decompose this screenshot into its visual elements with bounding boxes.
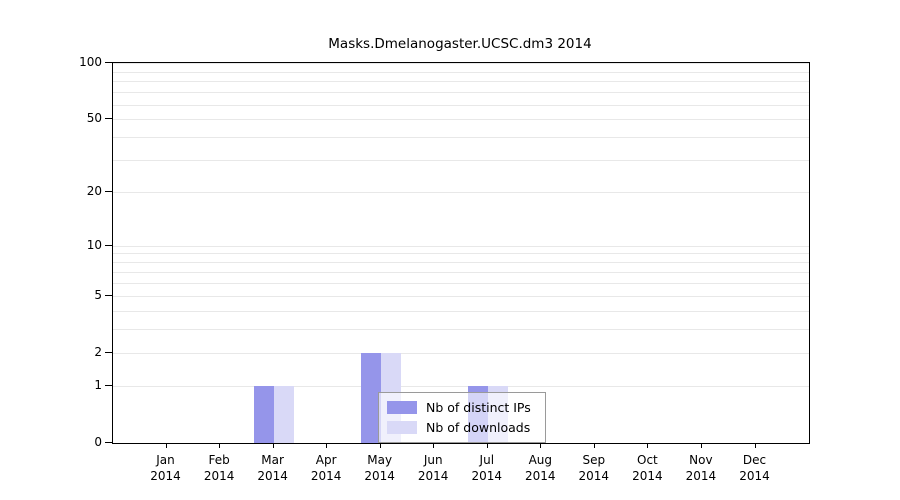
gridline [113,81,809,83]
gridline [113,92,809,93]
x-tick-label: Nov 2014 [669,452,733,484]
x-tick-month: May [367,453,393,467]
x-tick-month: Mar [261,453,284,467]
x-tick-mark [433,443,435,448]
x-tick-month: Apr [315,453,337,467]
y-tick-mark [105,294,112,296]
x-tick-label: Jul 2014 [455,452,519,484]
y-tick-label: 10 [86,237,102,252]
y-tick-label: 5 [94,287,102,302]
gridline [113,310,809,312]
x-tick-label: Jun 2014 [401,452,465,484]
x-tick-label: May 2014 [348,452,412,484]
x-tick-year: 2014 [257,469,288,483]
legend-entry: Nb of distinct IPs [387,400,531,415]
gridline [113,137,809,139]
x-tick-label: Mar 2014 [241,452,305,484]
x-tick-year: 2014 [417,469,449,483]
x-tick-year: 2014 [310,469,342,483]
gridline [113,192,809,194]
x-tick-mark [272,443,274,448]
x-tick-label: Jan 2014 [134,452,198,484]
gridline [113,119,809,121]
downloads-swatch [387,421,417,434]
x-tick-mark [700,443,702,448]
x-tick-mark [165,443,167,448]
y-tick-label: 0 [94,435,102,449]
x-tick-mark [326,443,328,448]
x-tick-label: Feb 2014 [187,452,251,484]
gridline [113,160,809,162]
y-tick-label: 2 [94,344,102,359]
legend: Nb of distinct IPs Nb of downloads [378,392,546,443]
x-tick-year: 2014 [739,469,770,483]
gridline [113,282,809,284]
gridline [113,63,809,64]
x-tick-month: Sep [582,453,606,467]
x-tick-month: Oct [637,453,658,467]
x-tick-month: Dec [742,453,767,467]
gridline [113,295,809,297]
y-tick-mark [105,384,112,386]
legend-label: Nb of downloads [426,420,531,435]
y-tick-mark [105,118,112,120]
y-tick-label: 50 [86,111,102,126]
x-tick-mark [486,443,488,448]
legend-entry: Nb of downloads [387,420,531,435]
x-tick-mark [219,443,221,448]
gridline [113,262,809,264]
bar-distinct-ips [360,352,381,443]
x-tick-mark [754,443,756,448]
y-tick-mark [105,244,112,246]
y-tick-label: 100 [79,55,102,69]
x-tick-mark [647,443,649,448]
x-tick-label: Oct 2014 [615,452,679,484]
x-tick-year: 2014 [578,469,610,483]
x-tick-year: 2014 [364,469,395,483]
x-tick-month: Jun [423,453,443,467]
plot-area [112,62,810,444]
chart-title: Masks.Dmelanogaster.UCSC.dm3 2014 [328,36,592,52]
distinct-ips-swatch [387,401,417,414]
gridline [113,71,809,73]
x-tick-label: Aug 2014 [508,452,572,484]
x-tick-month: Jul [479,453,495,467]
y-tick-mark [105,62,112,63]
y-tick-mark [105,351,112,353]
bar-downloads [273,385,294,443]
gridline [113,271,809,273]
x-tick-year: 2014 [632,469,663,483]
gridline [113,385,809,387]
x-tick-mark [593,443,595,448]
gridline [113,253,809,255]
x-tick-month: Aug [528,453,553,467]
x-tick-month: Feb [208,453,230,467]
x-tick-label: Apr 2014 [294,452,358,484]
legend-label: Nb of distinct IPs [426,400,531,415]
bar-distinct-ips [253,385,274,443]
gridline [113,245,809,247]
x-tick-year: 2014 [150,469,181,483]
x-tick-year: 2014 [203,469,235,483]
y-tick-label: 20 [86,184,102,199]
x-tick-year: 2014 [525,469,556,483]
x-tick-label: Sep 2014 [562,452,626,484]
x-tick-mark [379,443,381,448]
x-tick-mark [540,443,542,448]
y-tick-mark [105,442,112,443]
x-tick-year: 2014 [685,469,717,483]
y-tick-label: 1 [94,377,102,392]
x-tick-year: 2014 [471,469,503,483]
x-tick-month: Jan [156,453,175,467]
gridline [113,328,809,330]
gridline [113,352,809,354]
x-tick-label: Dec 2014 [723,452,787,484]
x-tick-month: Nov [689,453,713,467]
gridline [113,104,809,106]
y-tick-mark [105,191,112,193]
